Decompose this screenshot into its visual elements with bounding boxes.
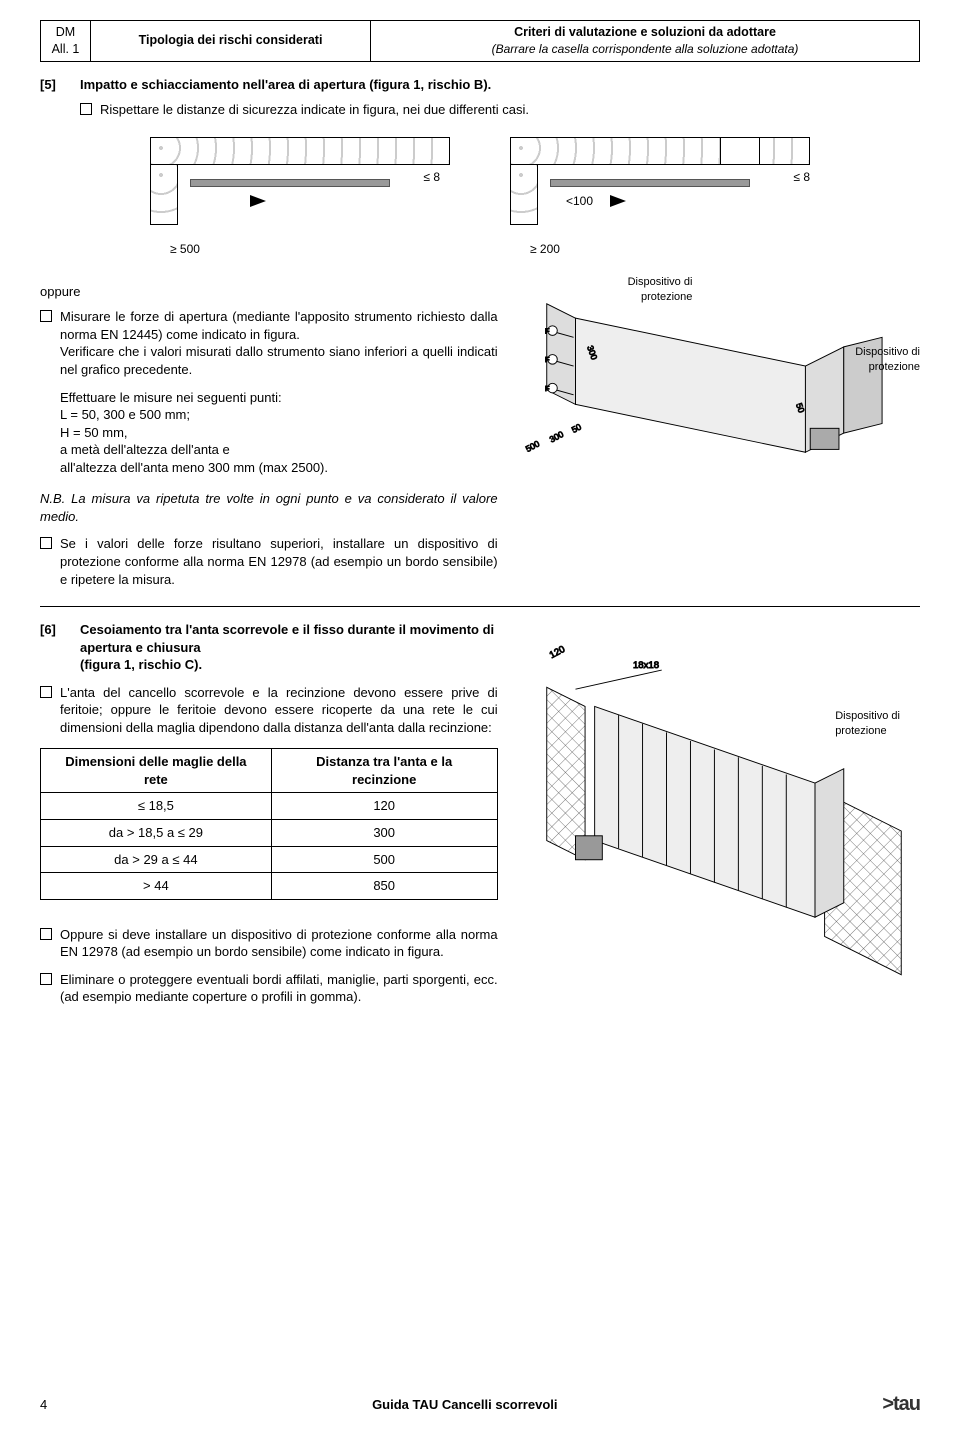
page-number: 4 (40, 1396, 47, 1414)
svg-text:50: 50 (569, 421, 582, 434)
checkbox[interactable] (40, 537, 52, 549)
header-all: All. 1 (52, 42, 80, 56)
section5-title: Impatto e schiacciamento nell'area di ap… (80, 76, 920, 94)
section6-check2: Oppure si deve installare un dispositivo… (60, 926, 498, 961)
table-row: ≤ 18,5 120 (41, 793, 498, 820)
svg-text:F: F (544, 326, 549, 335)
mesh-table: Dimensioni delle maglie della rete Dista… (40, 748, 498, 899)
oppure: oppure (40, 283, 498, 301)
checkbox[interactable] (40, 686, 52, 698)
section5-num: [5] (40, 76, 66, 94)
header-table: DM All. 1 Tipologia dei rischi considera… (40, 20, 920, 62)
diagram-row: ≤ 8 ≥ 500 ≤ 8 <100 ≥ 200 (40, 137, 920, 257)
dim-8b: ≤ 8 (793, 169, 810, 185)
section5-check2: Misurare le forze di apertura (mediante … (60, 308, 498, 378)
dim-200: ≥ 200 (530, 241, 560, 257)
disp-label-1: Dispositivo di protezione (628, 275, 693, 305)
table-row: da > 29 a ≤ 44 500 (41, 846, 498, 873)
disp-label-2: Dispositivo di protezione (855, 345, 920, 375)
isometric-gate-diagram: F F F 500 300 50 300 50 Dispositivo di p… (518, 275, 920, 505)
diagram-right: ≤ 8 <100 ≥ 200 (510, 137, 810, 257)
isometric-fence-diagram: 120 18x18 Dispositivo di protezione (518, 621, 920, 941)
footer-title: Guida TAU Cancelli scorrevoli (372, 1396, 557, 1414)
svg-text:F: F (544, 355, 549, 364)
checkbox[interactable] (40, 928, 52, 940)
tau-logo: >tau (882, 1391, 920, 1418)
section6-num: [6] (40, 621, 66, 674)
svg-text:300: 300 (547, 429, 565, 445)
header-dm: DM (56, 25, 75, 39)
section6-title: Cesoiamento tra l'anta scorrevole e il f… (80, 621, 498, 674)
svg-text:F: F (544, 384, 549, 393)
section5-check1: Rispettare le distanze di sicurezza indi… (100, 101, 920, 119)
header-col3: Criteri di valutazione e soluzioni da ad… (371, 21, 920, 62)
disp-label-3: Dispositivo di protezione (835, 709, 900, 739)
svg-text:500: 500 (523, 438, 541, 454)
dim-500: ≥ 500 (170, 241, 200, 257)
mesh-th2: Distanza tra l'anta e la recinzione (271, 749, 497, 793)
header-col3-bold: Criteri di valutazione e soluzioni da ad… (514, 25, 776, 39)
checkbox[interactable] (40, 310, 52, 322)
table-row: > 44 850 (41, 873, 498, 900)
header-col3-italic: (Barrare la casella corrispondente alla … (492, 42, 799, 56)
section6-check1: L'anta del cancello scorrevole e la reci… (60, 684, 498, 737)
section6-check3: Eliminare o proteggere eventuali bordi a… (60, 971, 498, 1006)
checkbox[interactable] (40, 973, 52, 985)
footer: 4 Guida TAU Cancelli scorrevoli >tau (40, 1391, 920, 1418)
dim-100: <100 (566, 193, 593, 209)
header-col2: Tipologia dei rischi considerati (91, 21, 371, 62)
nb-text: N.B. La misura va ripetuta tre volte in … (40, 490, 498, 525)
dim-8a: ≤ 8 (423, 169, 440, 185)
table-row: da > 18,5 a ≤ 29 300 (41, 819, 498, 846)
diagram-left: ≤ 8 ≥ 500 (150, 137, 450, 257)
mesh-th1: Dimensioni delle maglie della rete (41, 749, 272, 793)
measure-points: Effettuare le misure nei seguenti punti:… (40, 389, 498, 477)
divider (40, 606, 920, 607)
svg-text:18x18: 18x18 (633, 660, 659, 671)
svg-text:120: 120 (547, 644, 566, 661)
section5-check3: Se i valori delle forze risultano superi… (60, 535, 498, 588)
header-col1: DM All. 1 (41, 21, 91, 62)
checkbox[interactable] (80, 103, 92, 115)
